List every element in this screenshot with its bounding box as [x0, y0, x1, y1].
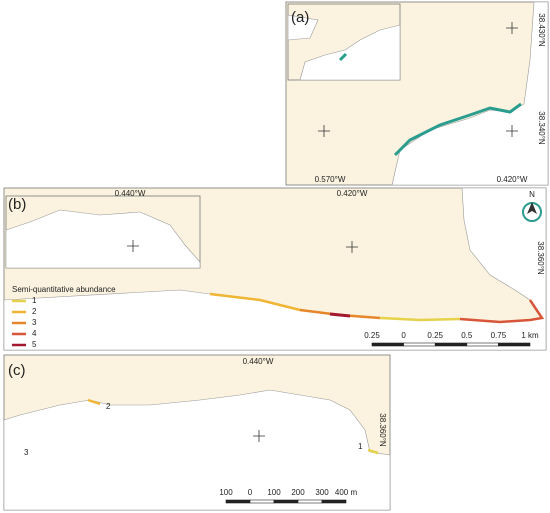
scale-segment: [321, 499, 347, 504]
site-label: 3: [24, 448, 29, 457]
panel-b: N (b) 0.440°W 0.420°W 38.360°N Semi-quan…: [3, 187, 547, 351]
scale-label: 0.25: [427, 331, 443, 340]
scale-bar: 0.25 0 0.25 0.5 0.75 1 km: [364, 331, 539, 347]
site-label: 2: [106, 402, 111, 411]
panel-label: (c): [8, 362, 26, 379]
lat-label: 38.360°N: [378, 413, 387, 447]
coast-abundance: [379, 316, 461, 322]
sea: [3, 389, 391, 511]
scale-label: 200: [291, 488, 305, 497]
lat-label: 38.360°N: [536, 241, 545, 275]
scale-segment: [225, 499, 251, 504]
coast-abundance: [209, 292, 301, 312]
lon-label: 0.440°W: [243, 357, 274, 366]
scale-segment: [434, 342, 468, 347]
legend-label: 3: [32, 318, 37, 327]
lon-label: 0.440°W: [115, 189, 146, 198]
scale-segment: [297, 499, 323, 504]
lat-label: 38.430°N: [537, 13, 546, 47]
lon-label: 0.420°W: [337, 189, 368, 198]
panel-a: (a) 38.430°N 38.340°N 0.570°W 0.420°W: [285, 1, 549, 186]
scale-label: 0.25: [364, 331, 380, 340]
inset-sea: [287, 14, 401, 81]
scale-bar: 100 0 100 200 300 400 m: [219, 488, 358, 504]
lat-label: 38.340°N: [537, 111, 546, 145]
scale-label: 1 km: [521, 331, 539, 340]
scale-label: 0: [401, 331, 406, 340]
scale-label: 0.5: [461, 331, 473, 340]
crosshair: [253, 430, 265, 442]
coast-abundance: [87, 398, 101, 406]
legend-label: 4: [32, 329, 37, 338]
panel-label: (b): [8, 196, 26, 213]
lon-label: 0.570°W: [315, 175, 346, 184]
scale-label: 400 m: [335, 488, 358, 497]
north-arrow: [527, 202, 537, 214]
scale-label: 0: [248, 488, 253, 497]
legend: 1 2 3 4 5: [12, 296, 37, 349]
scale-label: 100: [267, 488, 281, 497]
scale-segment: [466, 342, 499, 347]
coast-abundance: [459, 299, 545, 324]
legend-label: 1: [32, 296, 37, 305]
scale-label: 0.75: [491, 331, 507, 340]
legend-label: 2: [32, 307, 37, 316]
panel-c: (c) 0.440°W 38.360°N 2 3 1 100 0 100 200 300…: [3, 354, 391, 511]
scale-segment: [273, 499, 299, 504]
scale-segment: [371, 342, 404, 347]
coast-abundance: [367, 448, 379, 455]
crosshair: [127, 240, 358, 253]
coast-abundance: [329, 312, 351, 318]
legend-label: 5: [32, 340, 37, 349]
lon-label: 0.420°W: [497, 175, 528, 184]
crosshair: [318, 22, 518, 137]
scale-label: 300: [315, 488, 329, 497]
site-label: 1: [358, 442, 363, 451]
scale-segment: [249, 499, 275, 504]
legend-title: Semi-quantitative abundance: [12, 285, 116, 294]
panel-label: (a): [291, 9, 309, 26]
inset-sea: [5, 209, 201, 269]
scale-segment: [498, 342, 531, 347]
inset-highlight: [338, 52, 348, 62]
north-label: N: [529, 190, 535, 199]
coast-highlight: [393, 102, 522, 157]
scale-segment: [403, 342, 436, 347]
scale-label: 100: [219, 488, 233, 497]
